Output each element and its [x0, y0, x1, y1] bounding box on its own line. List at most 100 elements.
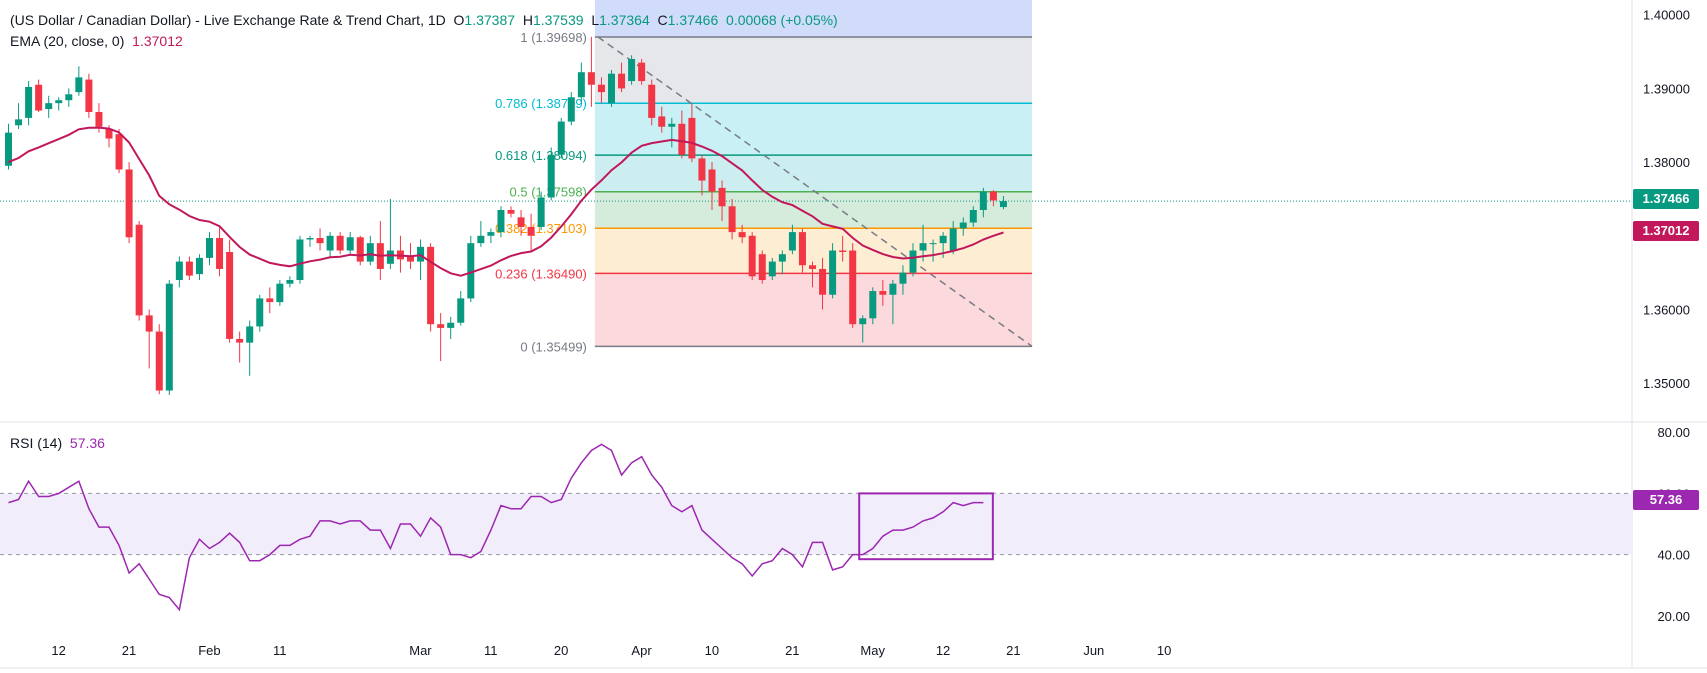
fib-zone-above	[594, 0, 1033, 37]
candle-body	[286, 280, 294, 284]
candle-body	[417, 246, 425, 262]
candle-body	[55, 100, 63, 104]
candle-body	[145, 315, 153, 332]
candle-body	[256, 298, 264, 327]
open-value: 1.37387	[464, 12, 516, 28]
time-axis-label: 21	[1006, 643, 1020, 658]
candle-body	[316, 238, 324, 244]
candle-body	[879, 291, 887, 295]
rsi-value: 57.36	[69, 435, 105, 451]
candle-body	[507, 210, 515, 214]
candle-body	[849, 250, 857, 325]
candle-body	[175, 261, 183, 280]
candle-body	[718, 187, 726, 207]
rsi-label: RSI (14)	[10, 435, 63, 451]
candle-body	[597, 84, 605, 93]
candle-body	[105, 128, 113, 139]
ema-line	[8, 126, 1004, 277]
candle-body	[447, 322, 455, 328]
candle-body	[668, 123, 676, 127]
candle-body	[437, 324, 445, 328]
rsi-axis-label: 20.00	[1657, 609, 1690, 624]
candle-body	[356, 237, 364, 262]
candle-body	[45, 103, 53, 110]
candle-body	[909, 250, 917, 273]
candle-body	[25, 86, 33, 118]
candle-body	[899, 272, 907, 284]
candle-body	[195, 257, 203, 275]
candle-body	[115, 134, 123, 170]
fib-zone-0.786	[594, 103, 1033, 156]
price-axis-label: 1.40000	[1643, 8, 1690, 23]
time-axis-label: 12	[51, 643, 65, 658]
rsi-highlight-box	[858, 492, 994, 561]
time-axis-label: Apr	[631, 643, 652, 658]
time-axis-label: Jun	[1083, 643, 1104, 658]
candle-body	[698, 158, 706, 181]
ema-price-tag: 1.37012	[1633, 221, 1699, 241]
candle-body	[648, 84, 656, 118]
candle-body	[386, 250, 394, 264]
candle-body	[517, 217, 525, 227]
candle-body	[758, 254, 766, 280]
candle-body	[75, 77, 83, 93]
candle-body	[246, 326, 254, 343]
candle-body	[547, 154, 555, 198]
candle-body	[567, 97, 575, 122]
rsi-legend: RSI (14) 57.36	[10, 435, 105, 451]
candle-body	[929, 243, 937, 245]
candle-body	[678, 123, 686, 155]
rsi-line	[8, 443, 984, 612]
price-axis-label: 1.38000	[1643, 155, 1690, 170]
candle-body	[688, 117, 696, 159]
candle-body	[999, 201, 1007, 208]
candle-body	[135, 224, 143, 316]
candle-body	[738, 232, 746, 238]
change-value: 0.00068 (+0.05%)	[726, 12, 838, 28]
price-axis-label: 1.39000	[1643, 81, 1690, 96]
candle-body	[809, 265, 816, 269]
ema-label: EMA (20, close, 0)	[10, 33, 125, 49]
candle-body	[587, 72, 595, 85]
candle-body	[216, 238, 224, 269]
candle-body	[155, 331, 163, 391]
close-value: 1.37466	[667, 12, 719, 28]
time-axis-label: 21	[122, 643, 136, 658]
candle-body	[346, 237, 354, 251]
time-axis-label: May	[860, 643, 885, 658]
candle-body	[35, 84, 43, 111]
chart-legend: (US Dollar / Canadian Dollar) - Live Exc…	[10, 12, 838, 28]
open-label: O	[453, 12, 465, 28]
candle-body	[989, 191, 997, 201]
low-value: 1.37364	[599, 12, 650, 28]
candle-body	[527, 226, 535, 236]
candle-body	[919, 243, 927, 251]
fib-zone-0.236	[594, 273, 1033, 347]
candle-body	[959, 222, 967, 229]
candle-body	[276, 283, 284, 303]
candle-body	[125, 169, 133, 238]
candle-body	[969, 210, 977, 223]
time-axis-label: Mar	[409, 643, 432, 658]
time-axis-label: 11	[273, 643, 287, 658]
candle-body	[708, 169, 716, 192]
high-value: 1.37539	[532, 12, 584, 28]
candle-body	[85, 79, 93, 112]
candle-body	[819, 268, 827, 295]
candle-body	[467, 243, 475, 299]
candle-body	[366, 243, 374, 262]
rsi-axis-label: 40.00	[1657, 548, 1690, 563]
time-axis-label: 20	[554, 643, 568, 658]
candle-body	[65, 94, 73, 101]
candle-body	[768, 261, 776, 277]
candle-body	[407, 256, 414, 262]
candle-body	[266, 298, 274, 303]
fib-level-label-0.786: 0.786 (1.38799)	[495, 96, 587, 111]
rsi-band	[0, 493, 1632, 555]
ema-legend: EMA (20, close, 0) 1.37012	[10, 33, 183, 49]
fib-level-label-0.618: 0.618 (1.38094)	[495, 148, 587, 163]
candle-body	[15, 119, 23, 126]
candle-body	[206, 238, 213, 258]
candle-body	[949, 228, 957, 251]
